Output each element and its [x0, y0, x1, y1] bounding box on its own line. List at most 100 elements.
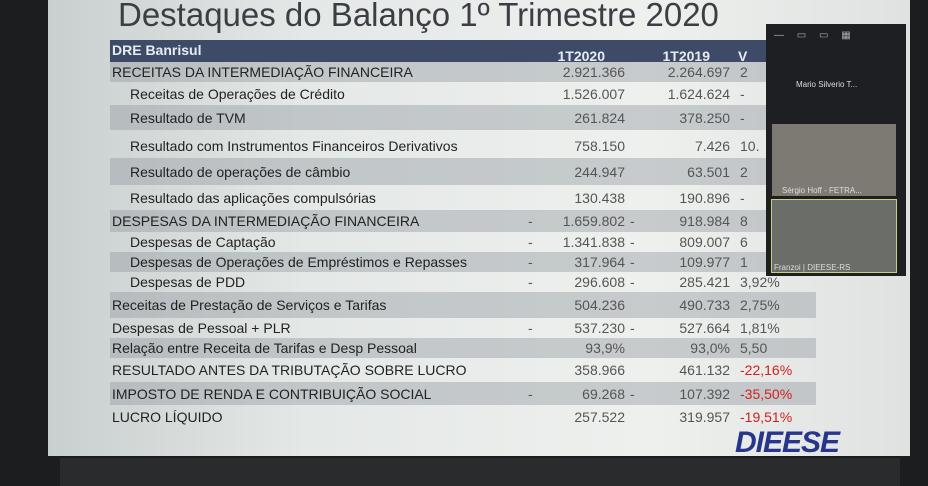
row-label: Despesas de Operações de Empréstimos e R… [130, 254, 467, 270]
value-1t2020: 1.659.802 [562, 213, 625, 229]
value-variation: - [740, 109, 745, 126]
row-label: Despesas de Captação [130, 234, 276, 250]
row-label: DESPESAS DA INTERMEDIAÇÃO FINANCEIRA [112, 213, 420, 229]
monitor-bezel [60, 458, 900, 486]
header-var: V [738, 48, 748, 64]
active-speaker-video: Franzoi | DIEESE-RS [771, 199, 897, 273]
participant-name: Mario Silverio T... [796, 80, 858, 89]
dieese-logo: DIEESE [735, 426, 840, 459]
table-row: Resultado com Instrumentos Financeiros D… [110, 133, 816, 158]
row-label: Resultado com Instrumentos Financeiros D… [130, 137, 458, 154]
table-row: IMPOSTO DE RENDA E CONTRIBUIÇÃO SOCIAL -… [110, 382, 816, 405]
value-1t2020: 2.921.366 [562, 64, 625, 80]
row-label: Resultado de TVM [130, 109, 246, 126]
negative-marker: - [528, 320, 533, 336]
value-1t2019: 1.624.624 [667, 85, 730, 102]
value-1t2019: 93,0% [690, 340, 730, 356]
negative-marker: - [630, 274, 635, 290]
negative-marker: - [528, 385, 533, 402]
row-label: Relação entre Receita de Tarifas e Desp … [112, 340, 417, 356]
header-1t2020: 1T2020 [557, 48, 605, 64]
value-variation: 2 [740, 64, 748, 80]
value-1t2020: 1.341.838 [562, 234, 625, 250]
participant-video: Sérgio Hoff - FETRA... [772, 124, 896, 196]
view-controls[interactable]: — ▭ ▭ ▦ [774, 30, 856, 41]
table-row: Despesas de Operações de Empréstimos e R… [110, 252, 816, 272]
table-row: RECEITAS DA INTERMEDIAÇÃO FINANCEIRA 2.9… [110, 62, 816, 82]
row-label: Resultado de operações de câmbio [130, 163, 351, 180]
value-1t2019: 2.264.697 [667, 64, 730, 80]
row-label: Despesas de PDD [130, 274, 246, 290]
value-1t2020: 69.268 [582, 385, 625, 402]
row-label: LUCRO LÍQUIDO [112, 408, 223, 425]
table-row: Relação entre Receita de Tarifas e Desp … [110, 338, 816, 358]
negative-marker: - [630, 213, 635, 229]
value-variation: -35,50% [740, 385, 793, 402]
negative-marker: - [528, 274, 533, 290]
table-row: Resultado de TVM 261.824 378.250 - [110, 105, 816, 130]
value-variation: -22,16% [740, 362, 793, 378]
value-variation: - [740, 85, 745, 102]
value-variation: 1,81% [740, 320, 780, 336]
value-1t2019: 7.426 [694, 137, 730, 154]
negative-marker: - [630, 320, 635, 336]
value-variation: 2 [740, 163, 748, 180]
value-1t2020: 130.438 [574, 189, 625, 206]
value-variation: - [740, 189, 745, 206]
negative-marker: - [528, 213, 533, 229]
value-variation: 2,75% [740, 297, 780, 313]
value-1t2019: 378.250 [679, 109, 730, 126]
value-variation: 1 [740, 254, 748, 270]
value-1t2020: 1.526.007 [562, 85, 625, 102]
value-1t2019: 107.392 [679, 385, 730, 402]
value-variation: 6 [740, 234, 748, 250]
row-label: Resultado das aplicações compulsórias [130, 189, 376, 206]
table-row: Receitas de Operações de Crédito 1.526.0… [110, 82, 816, 105]
participant-name: Sérgio Hoff - FETRA... [782, 186, 862, 195]
negative-marker: - [630, 385, 635, 402]
table-row: Despesas de PDD - 296.608 - 285.421 3,92… [110, 272, 816, 292]
table-row: Despesas de Captação - 1.341.838 - 809.0… [110, 232, 816, 252]
header-label: DRE Banrisul [112, 42, 202, 58]
table-row: Receitas de Prestação de Serviços e Tari… [110, 292, 816, 318]
table-row: Resultado das aplicações compulsórias 13… [110, 185, 816, 210]
table-row: DESPESAS DA INTERMEDIAÇÃO FINANCEIRA - 1… [110, 210, 816, 232]
row-label: Receitas de Prestação de Serviços e Tari… [112, 297, 387, 313]
value-variation: 10. [740, 137, 760, 154]
header-1t2019: 1T2019 [662, 48, 710, 64]
row-label: Receitas de Operações de Crédito [130, 85, 345, 102]
value-1t2020: 358.966 [574, 362, 625, 378]
value-variation: 3,92% [740, 274, 780, 290]
value-1t2020: 504.236 [574, 297, 625, 313]
negative-marker: - [528, 234, 533, 250]
table-row: LUCRO LÍQUIDO 257.522 319.957 -19,51% [110, 405, 816, 428]
value-1t2020: 317.964 [574, 254, 625, 270]
value-1t2019: 461.132 [679, 362, 730, 378]
value-1t2019: 109.977 [679, 254, 730, 270]
value-1t2020: 758.150 [574, 137, 625, 154]
value-variation: 5,50 [740, 340, 768, 356]
value-1t2019: 63.501 [687, 163, 730, 180]
value-1t2020: 261.824 [574, 109, 625, 126]
value-1t2020: 537.230 [574, 320, 625, 336]
row-label: RECEITAS DA INTERMEDIAÇÃO FINANCEIRA [112, 64, 413, 80]
table-row: Despesas de Pessoal + PLR - 537.230 - 52… [110, 318, 816, 338]
participant-name: Franzoi | DIEESE-RS [774, 263, 851, 272]
value-1t2019: 918.984 [679, 213, 730, 229]
value-1t2020: 296.608 [574, 274, 625, 290]
value-1t2020: 257.522 [574, 408, 625, 425]
value-1t2019: 319.957 [679, 408, 730, 425]
value-1t2019: 490.733 [679, 297, 730, 313]
row-label: IMPOSTO DE RENDA E CONTRIBUIÇÃO SOCIAL [112, 385, 432, 402]
row-label: RESULTADO ANTES DA TRIBUTAÇÃO SOBRE LUCR… [112, 362, 467, 378]
negative-marker: - [630, 234, 635, 250]
table-row: RESULTADO ANTES DA TRIBUTAÇÃO SOBRE LUCR… [110, 358, 816, 382]
negative-marker: - [528, 254, 533, 270]
value-1t2019: 809.007 [679, 234, 730, 250]
value-variation: -19,51% [740, 408, 793, 425]
negative-marker: - [630, 254, 635, 270]
table-header: DRE Banrisul 1T2020 1T2019 V [110, 40, 816, 64]
video-call-panel: — ▭ ▭ ▦ Mario Silverio T... Sérgio Hoff … [766, 24, 906, 276]
value-1t2019: 527.664 [679, 320, 730, 336]
value-1t2020: 244.947 [574, 163, 625, 180]
